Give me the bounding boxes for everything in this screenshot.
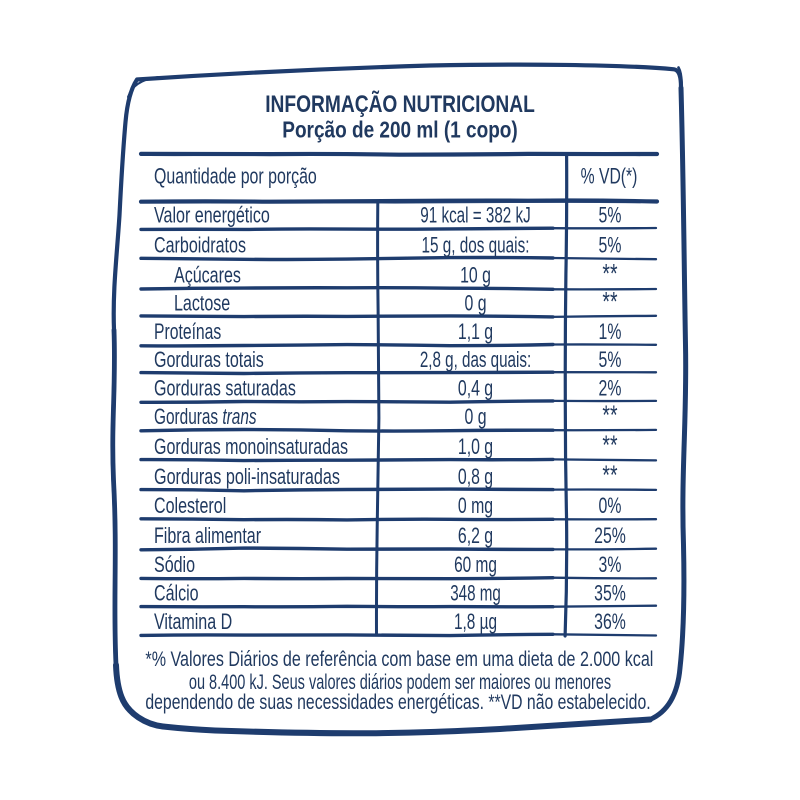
svg-text:91 kcal = 382 kJ: 91 kcal = 382 kJ: [420, 204, 530, 228]
svg-text:5%: 5%: [599, 234, 622, 258]
svg-text:2,8 g, das quais:: 2,8 g, das quais:: [420, 348, 531, 372]
svg-text:60 mg: 60 mg: [454, 553, 497, 577]
svg-text:Gorduras trans: Gorduras trans: [154, 405, 257, 429]
svg-text:Cálcio: Cálcio: [154, 582, 199, 606]
svg-text:Gorduras poli-insaturadas: Gorduras poli-insaturadas: [154, 466, 340, 490]
svg-text:ou 8.400 kJ. Seus valores diár: ou 8.400 kJ. Seus valores diários podem …: [189, 670, 611, 693]
svg-text:INFORMAÇÃO NUTRICIONAL: INFORMAÇÃO NUTRICIONAL: [265, 90, 535, 118]
svg-text:Sódio: Sódio: [154, 554, 195, 578]
svg-text:**: **: [602, 258, 617, 288]
svg-text:Gorduras totais: Gorduras totais: [154, 349, 264, 373]
svg-text:Açúcares: Açúcares: [174, 264, 241, 288]
svg-text:**: **: [602, 400, 617, 430]
svg-text:10 g: 10 g: [460, 264, 491, 288]
svg-text:5%: 5%: [599, 349, 622, 373]
svg-text:Gorduras monoinsaturadas: Gorduras monoinsaturadas: [154, 436, 348, 460]
svg-text:Fibra alimentar: Fibra alimentar: [154, 525, 262, 549]
svg-text:0 g: 0 g: [464, 292, 486, 316]
svg-text:**: **: [602, 460, 617, 490]
svg-text:6,2 g: 6,2 g: [458, 525, 493, 549]
svg-text:dependendo de suas necessidade: dependendo de suas necessidades energéti…: [145, 690, 650, 714]
svg-text:3%: 3%: [599, 554, 622, 578]
svg-text:Proteínas: Proteínas: [154, 321, 221, 345]
svg-text:Colesterol: Colesterol: [154, 495, 226, 519]
svg-text:2%: 2%: [599, 377, 622, 401]
svg-text:1%: 1%: [599, 321, 622, 345]
svg-text:*% Valores Diários de referênc: *% Valores Diários de referência com bas…: [145, 647, 653, 671]
svg-text:1,0 g: 1,0 g: [458, 436, 493, 460]
svg-text:Porção de 200 ml (1 copo): Porção de 200 ml (1 copo): [282, 116, 517, 142]
svg-text:0%: 0%: [599, 495, 622, 519]
svg-text:0 mg: 0 mg: [458, 495, 493, 519]
svg-text:% VD(*): % VD(*): [581, 165, 638, 189]
svg-text:35%: 35%: [594, 582, 626, 606]
svg-text:348 mg: 348 mg: [450, 582, 501, 606]
svg-text:0,8 g: 0,8 g: [458, 466, 493, 490]
svg-text:Vitamina D: Vitamina D: [154, 611, 232, 635]
svg-text:0,4 g: 0,4 g: [458, 377, 493, 401]
svg-text:1,1 g: 1,1 g: [458, 321, 493, 345]
svg-text:**: **: [602, 286, 617, 316]
svg-text:Gorduras saturadas: Gorduras saturadas: [154, 377, 296, 401]
svg-text:0 g: 0 g: [464, 406, 486, 430]
svg-text:15 g, dos quais:: 15 g, dos quais:: [422, 234, 530, 258]
svg-text:**: **: [602, 430, 617, 460]
svg-text:Lactose: Lactose: [174, 292, 230, 316]
svg-text:25%: 25%: [594, 525, 626, 549]
svg-text:5%: 5%: [599, 204, 622, 228]
svg-text:Carboidratos: Carboidratos: [154, 234, 246, 258]
svg-text:1,8 µg: 1,8 µg: [454, 610, 497, 634]
svg-text:Quantidade por porção: Quantidade por porção: [154, 165, 317, 189]
svg-text:36%: 36%: [594, 611, 626, 635]
svg-text:Valor energético: Valor energético: [154, 204, 270, 228]
